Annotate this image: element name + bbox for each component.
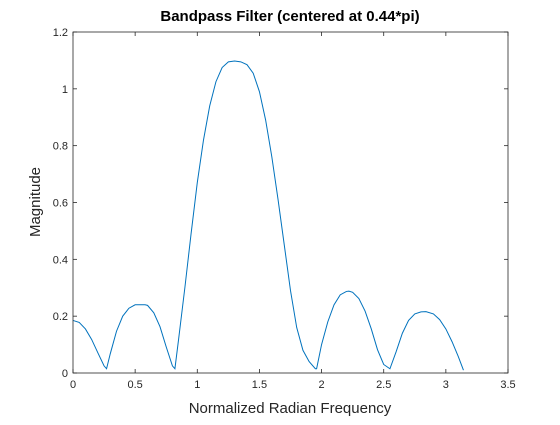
x-tick-label: 3 [443, 379, 449, 391]
y-tick-label: 0.4 [53, 254, 68, 266]
y-tick-label: 1 [62, 84, 68, 96]
x-tick-label: 1.5 [252, 379, 267, 391]
axes-box [72, 31, 509, 374]
x-axis-label: Normalized Radian Frequency [189, 400, 392, 417]
y-axis-label: Magnitude [27, 167, 44, 237]
x-tick-label: 2.5 [376, 379, 391, 391]
x-tick-label: 1 [194, 379, 200, 391]
plot-area [73, 32, 508, 373]
x-tick-label: 2 [319, 379, 325, 391]
x-tick-label: 0.5 [127, 379, 142, 391]
y-tick-label: 0.2 [53, 311, 68, 323]
y-tick-label: 0 [62, 368, 68, 380]
y-tick-label: 1.2 [53, 27, 68, 39]
x-tick-label: 3.5 [500, 379, 515, 391]
tick-labels: 0 0.5 1 1.5 2 2.5 3 3.5 0 0.2 0.4 0.6 0.8 1 1.2 [53, 27, 516, 391]
y-tick-label: 0.8 [53, 141, 68, 153]
series-line [72, 60, 464, 371]
chart-title: Bandpass Filter (centered at 0.44*pi) [160, 8, 419, 25]
y-tick-label: 0.6 [53, 198, 68, 210]
x-tick-label: 0 [70, 379, 76, 391]
